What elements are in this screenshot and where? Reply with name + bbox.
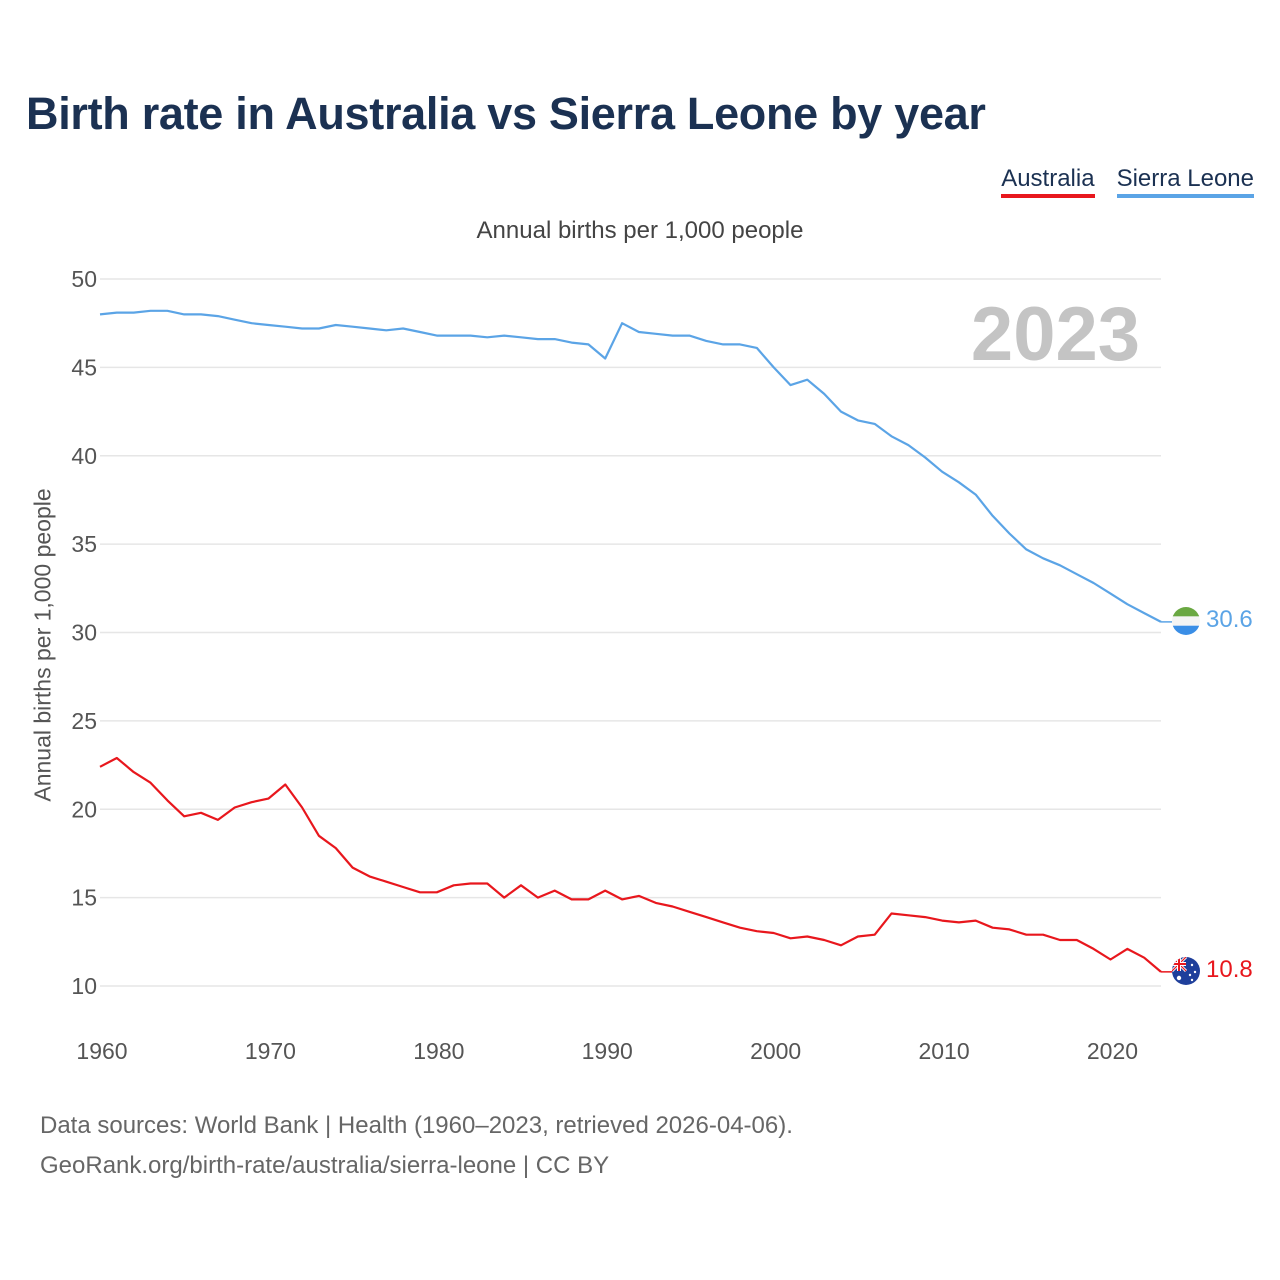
series-lines [99, 309, 1172, 973]
x-tick-label-1990: 1990 [582, 1038, 633, 1064]
data-source-note: Data sources: World Bank | Health (1960–… [40, 1112, 793, 1139]
y-tick-label-40: 40 [71, 443, 97, 469]
y-tick-label-10: 10 [71, 973, 97, 999]
chart-subtitle: Annual births per 1,000 people [476, 217, 804, 244]
series-line-australia[interactable] [99, 756, 1162, 973]
x-axis-ticks: 1960 1970 1980 1990 2000 2010 2020 [76, 1038, 1138, 1064]
sierra-leone-flag-icon [1172, 607, 1200, 635]
australia-flag-icon [1172, 957, 1200, 985]
x-tick-label-2020: 2020 [1087, 1038, 1138, 1064]
x-tick-label-1970: 1970 [245, 1038, 296, 1064]
y-tick-label-25: 25 [71, 708, 97, 734]
end-label-australia: 10.8 [1206, 956, 1253, 983]
end-markers [1172, 607, 1200, 985]
y-tick-label-45: 45 [71, 354, 97, 380]
y-tick-label-50: 50 [71, 266, 97, 292]
y-tick-label-20: 20 [71, 796, 97, 822]
end-label-sierra-leone: 30.6 [1206, 606, 1253, 633]
line-chart: 2023 10 15 20 25 30 35 40 45 50 1960 1970 1980 1990… [71, 266, 1253, 1064]
page-title: Birth rate in Australia vs Sierra Leone … [26, 88, 986, 139]
x-tick-label-1980: 1980 [413, 1038, 464, 1064]
grid-lines [100, 278, 1161, 987]
y-tick-label-30: 30 [71, 620, 97, 646]
chart-legend: Australia Sierra Leone [1001, 166, 1254, 198]
y-tick-label-15: 15 [71, 885, 97, 911]
chart-footer: Data sources: World Bank | Health (1960–… [40, 1106, 793, 1186]
source-url[interactable]: GeoRank.org/birth-rate/australia/sierra-… [40, 1152, 610, 1179]
x-tick-label-2010: 2010 [918, 1038, 969, 1064]
legend-item-sierra-leone[interactable]: Sierra Leone [1116, 166, 1254, 198]
y-tick-label-35: 35 [71, 531, 97, 557]
legend-item-australia[interactable]: Australia [1001, 166, 1095, 198]
x-tick-label-1960: 1960 [76, 1038, 127, 1064]
y-axis-ticks: 10 15 20 25 30 35 40 45 50 [71, 266, 97, 999]
series-line-sierra-leone[interactable] [99, 309, 1162, 623]
year-watermark: 2023 [971, 292, 1140, 377]
x-tick-label-2000: 2000 [750, 1038, 801, 1064]
